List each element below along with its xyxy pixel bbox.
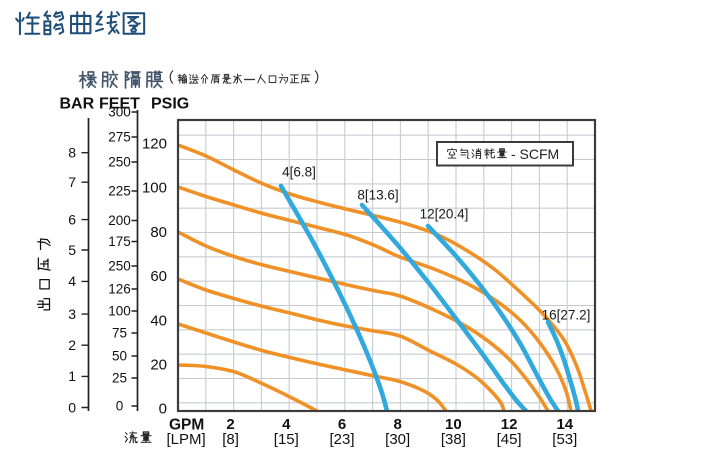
svg-text:0: 0: [116, 399, 124, 414]
svg-text:8: 8: [68, 145, 76, 161]
svg-text:20: 20: [150, 357, 167, 374]
svg-text:250: 250: [108, 259, 131, 274]
svg-text:175: 175: [108, 234, 131, 249]
svg-text:60: 60: [150, 268, 167, 285]
svg-text:2: 2: [68, 337, 76, 353]
svg-text:[53]: [53]: [552, 431, 577, 448]
svg-text:126: 126: [108, 282, 131, 297]
svg-text:4[6.8]: 4[6.8]: [282, 164, 316, 179]
svg-text:3: 3: [68, 306, 76, 322]
svg-text:[45]: [45]: [497, 431, 522, 448]
svg-text:250: 250: [108, 155, 131, 170]
svg-text:50: 50: [112, 349, 127, 364]
svg-text:4: 4: [68, 273, 76, 289]
svg-text:0: 0: [159, 400, 167, 417]
svg-text:300: 300: [108, 105, 131, 120]
svg-text:0: 0: [68, 399, 76, 415]
svg-text:[23]: [23]: [329, 431, 354, 448]
svg-text:10: 10: [445, 416, 462, 433]
svg-text:25: 25: [112, 371, 127, 386]
svg-text:7: 7: [68, 174, 76, 190]
svg-text:200: 200: [108, 213, 131, 228]
svg-text:PSIG: PSIG: [151, 96, 189, 113]
svg-text:75: 75: [112, 326, 127, 341]
svg-text:6: 6: [68, 211, 76, 227]
svg-text:GPM: GPM: [169, 417, 204, 434]
svg-text:100: 100: [108, 304, 131, 319]
svg-text:4: 4: [282, 416, 291, 433]
svg-text:1: 1: [68, 368, 76, 384]
svg-text:8: 8: [394, 416, 402, 433]
svg-text:16[27.2]: 16[27.2]: [542, 307, 591, 322]
svg-text:120: 120: [142, 136, 167, 153]
svg-text:[LPM]: [LPM]: [167, 431, 206, 448]
svg-text:225: 225: [108, 184, 131, 199]
svg-text:80: 80: [150, 224, 167, 241]
svg-text:BAR: BAR: [60, 96, 95, 113]
svg-text:FEET: FEET: [99, 96, 140, 113]
svg-text:- SCFM: - SCFM: [511, 146, 559, 162]
svg-text:14: 14: [556, 416, 573, 433]
svg-text:100: 100: [142, 180, 167, 197]
svg-text:8[13.6]: 8[13.6]: [357, 187, 398, 202]
svg-text:[15]: [15]: [274, 431, 299, 448]
svg-text:6: 6: [338, 416, 346, 433]
svg-text:[38]: [38]: [441, 431, 466, 448]
svg-text:5: 5: [68, 242, 76, 258]
svg-text:[30]: [30]: [385, 431, 410, 448]
svg-text:275: 275: [108, 130, 131, 145]
svg-text:12: 12: [501, 416, 518, 433]
svg-text:12[20.4]: 12[20.4]: [420, 206, 469, 221]
svg-text:[8]: [8]: [222, 431, 239, 448]
svg-text:2: 2: [226, 416, 234, 433]
svg-text:40: 40: [150, 312, 167, 329]
